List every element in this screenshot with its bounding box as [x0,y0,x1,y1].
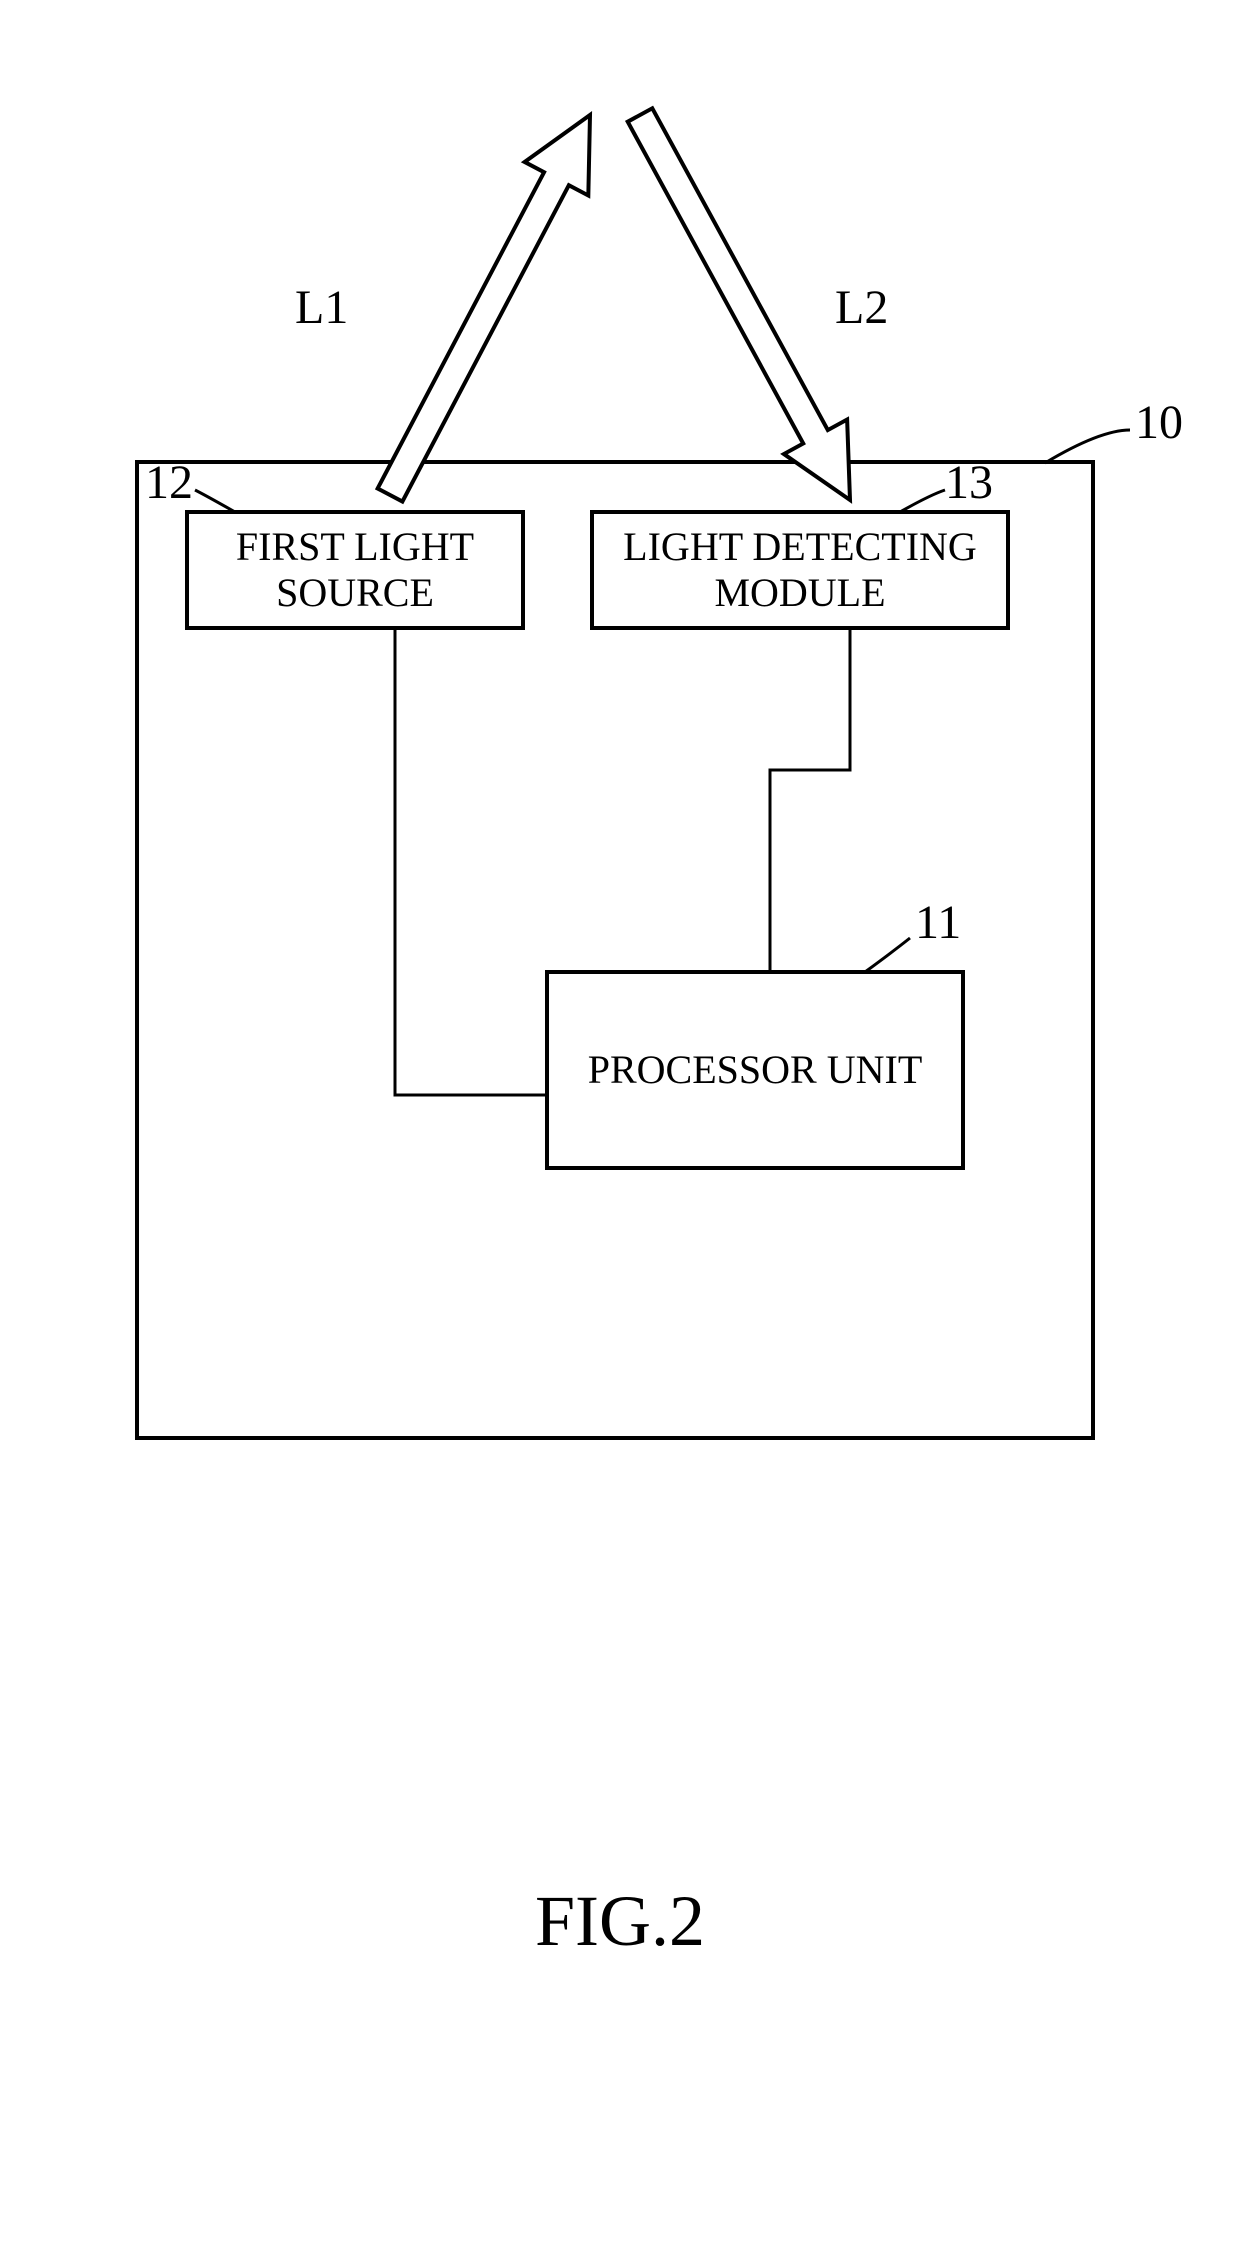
ref-label-11: 11 [915,895,961,950]
label-l2: L2 [835,280,888,335]
ref-label-12: 12 [145,455,193,510]
ref-label-10: 10 [1135,395,1183,450]
leader-13 [900,490,945,512]
leader-11 [865,938,910,972]
arrow-l2 [628,108,850,500]
arrow-l1 [378,115,590,502]
ref-label-13: 13 [945,455,993,510]
connector-detector-to-processor [770,630,850,970]
label-l1: L1 [295,280,348,335]
diagram-container: FIRST LIGHT SOURCE LIGHT DETECTING MODUL… [0,0,1240,2255]
connector-source-to-processor [395,630,545,1095]
figure-caption: FIG.2 [0,1880,1240,1963]
leader-12 [195,490,235,512]
leader-10 [1045,430,1130,463]
